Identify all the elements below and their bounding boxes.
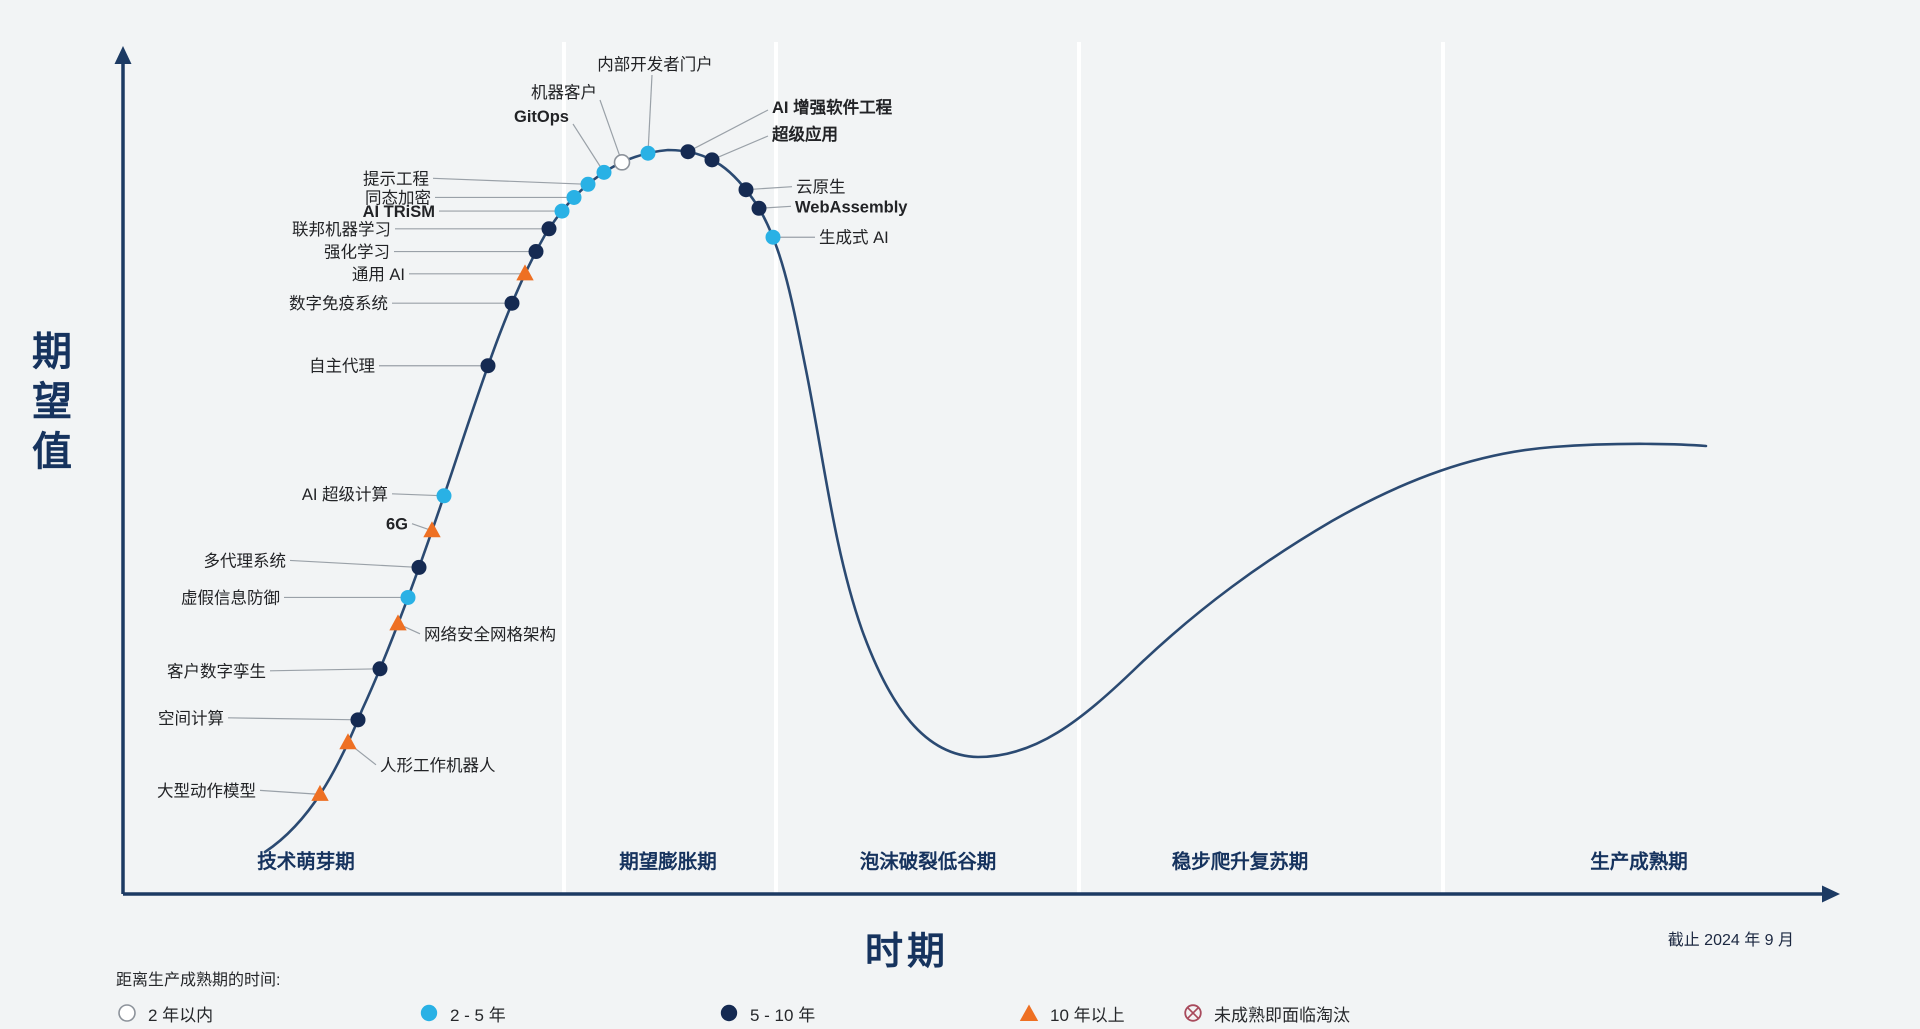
point-6g: [423, 521, 441, 538]
y-axis-title: 期望值: [26, 330, 70, 480]
point-federated-machine-learning: [541, 221, 557, 237]
leader-multiagent-systems: [289, 559, 420, 569]
legend-title: 距离生产成熟期的时间:: [116, 972, 281, 989]
point-label-federated-machine-learning: 联邦机器学习: [292, 220, 391, 239]
point-label-digital-immune-system: 数字免疫系统: [289, 294, 388, 313]
leader-spatial-computing: [227, 717, 359, 721]
leader-prompt-engineering: [432, 177, 589, 185]
point-cloud-native: [738, 182, 754, 198]
point-ai-supercomputing: [436, 488, 452, 504]
leader-ai-supercomputing: [391, 493, 445, 497]
point-machine-customers: [613, 154, 631, 171]
point-label-ai-trism: AI TRiSM: [363, 203, 435, 221]
point-label-webassembly: WebAssembly: [795, 198, 908, 216]
point-label-humanoid-working-robots: 人形工作机器人: [380, 756, 496, 775]
point-artificial-general-intelligence: [516, 264, 534, 281]
point-label-ai-supercomputing: AI 超级计算: [302, 485, 388, 504]
leader-superapps: [711, 135, 769, 161]
point-label-internal-developer-portals: 内部开发者门户: [597, 55, 713, 74]
leader-lines: [227, 74, 815, 795]
point-autonomous-agents: [480, 358, 496, 374]
point-label-reinforcement-learning: 强化学习: [324, 243, 390, 262]
point-label-cybersecurity-mesh-architecture: 网络安全网格架构: [424, 625, 556, 644]
point-large-action-models: [311, 784, 329, 801]
x-axis-arrow-icon: [1822, 885, 1840, 903]
point-label-cloud-native: 云原生: [796, 178, 846, 197]
point-prompt-engineering: [580, 176, 596, 192]
leader-large-action-models: [259, 789, 321, 795]
x-axis-title: 时期: [864, 931, 950, 973]
point-internal-developer-portals: [640, 145, 656, 161]
point-labels: 大型动作模型 人形工作机器人 空间计算 客户数字孪生 网络安全网格架构 虚假信息防御 多代理…: [157, 55, 908, 800]
point-reinforcement-learning: [528, 244, 544, 260]
point-label-machine-customers: 机器客户: [531, 83, 597, 102]
point-label-6g: 6G: [386, 516, 408, 534]
point-ai-trism: [554, 203, 570, 219]
leader-digital-twin-of-customer: [269, 668, 381, 672]
point-label-digital-twin-of-customer: 客户数字孪生: [167, 662, 266, 681]
point-label-disinformation-security: 虚假信息防御: [181, 588, 280, 607]
point-label-gitops: GitOps: [514, 108, 569, 126]
point-generative-ai: [765, 229, 781, 245]
point-label-ai-augmented-software-engineering: AI 增强软件工程: [772, 97, 893, 117]
leader-ai-augmented-software-engineering: [687, 109, 769, 153]
point-webassembly: [751, 200, 767, 216]
point-label-prompt-engineering: 提示工程: [363, 169, 429, 188]
point-label-superapps: 超级应用: [772, 124, 838, 144]
point-cybersecurity-mesh-architecture: [389, 614, 407, 631]
point-humanoid-working-robots: [339, 733, 357, 750]
point-gitops: [596, 164, 612, 180]
point-multiagent-systems: [411, 559, 427, 575]
phase-label-1: 技术萌芽期: [257, 850, 355, 873]
point-homomorphic-encryption: [566, 189, 582, 205]
point-markers: [311, 144, 781, 801]
point-label-multiagent-systems: 多代理系统: [204, 551, 287, 570]
phase-label-5: 生产成熟期: [1590, 850, 1688, 873]
hype-curve: [263, 148, 1708, 854]
leader-machine-customers: [599, 99, 623, 163]
point-superapps: [704, 152, 720, 168]
point-label-generative-ai: 生成式 AI: [819, 228, 889, 247]
point-ai-augmented-software-engineering: [680, 144, 696, 160]
as-of-date: 截止 2024 年 9 月: [1667, 932, 1794, 949]
leader-cloud-native: [745, 186, 793, 191]
point-disinformation-security: [400, 589, 416, 605]
point-label-homomorphic-encryption: 同态加密: [365, 188, 431, 207]
point-label-artificial-general-intelligence: 通用 AI: [352, 265, 405, 284]
point-label-autonomous-agents: 自主代理: [309, 357, 375, 376]
phase-label-3: 泡沫破裂低谷期: [860, 850, 997, 873]
point-label-spatial-computing: 空间计算: [158, 709, 224, 728]
leader-gitops: [572, 123, 605, 173]
y-axis-arrow-icon: [114, 46, 132, 64]
phase-label-2: 期望膨胀期: [619, 850, 717, 873]
point-spatial-computing: [350, 712, 366, 728]
phase-label-4: 稳步爬升复苏期: [1172, 850, 1309, 873]
point-digital-twin-of-customer: [372, 661, 388, 677]
leader-internal-developer-portals: [647, 74, 653, 154]
point-label-large-action-models: 大型动作模型: [157, 781, 256, 800]
point-digital-immune-system: [504, 295, 520, 311]
